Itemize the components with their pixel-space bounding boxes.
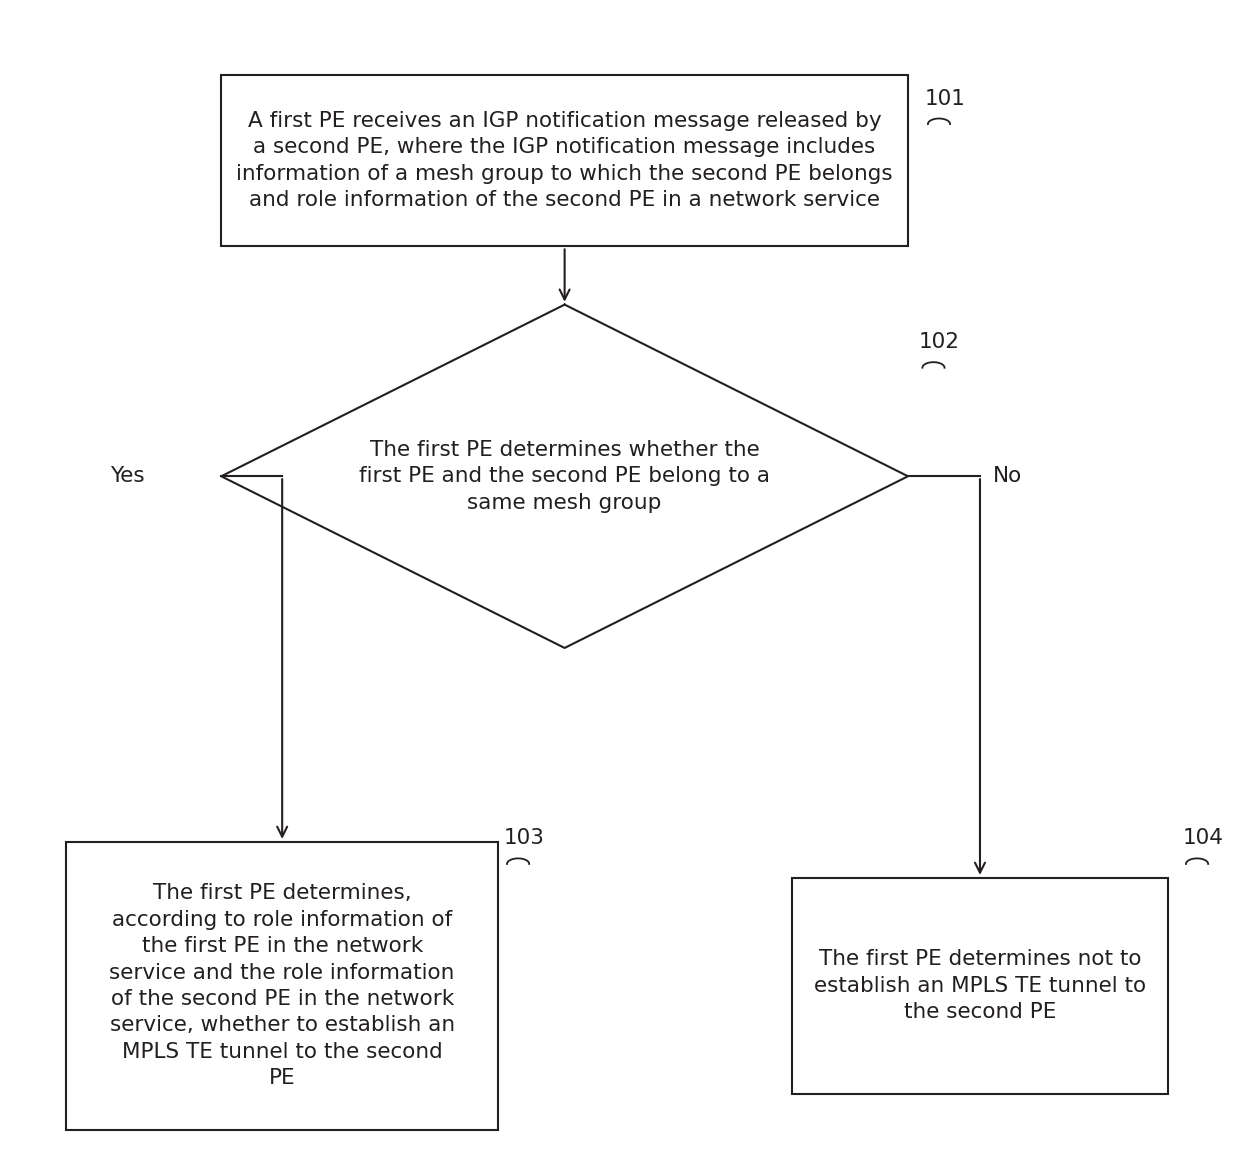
Text: 104: 104 [1183, 828, 1224, 849]
Bar [791, 878, 1168, 1093]
Text: The first PE determines not to
establish an MPLS TE tunnel to
the second PE: The first PE determines not to establish… [813, 949, 1146, 1022]
Text: 103: 103 [503, 828, 544, 849]
Text: A first PE receives an IGP notification message released by
a second PE, where t: A first PE receives an IGP notification … [237, 110, 893, 211]
Text: No: No [993, 466, 1022, 486]
Bar [66, 842, 498, 1129]
Text: 101: 101 [925, 88, 966, 108]
Text: The first PE determines whether the
first PE and the second PE belong to a
same : The first PE determines whether the firs… [360, 440, 770, 513]
Text: Yes: Yes [110, 466, 144, 486]
Text: The first PE determines,
according to role information of
the first PE in the ne: The first PE determines, according to ro… [109, 884, 455, 1089]
Text: 102: 102 [919, 333, 960, 352]
Bar [221, 74, 908, 247]
